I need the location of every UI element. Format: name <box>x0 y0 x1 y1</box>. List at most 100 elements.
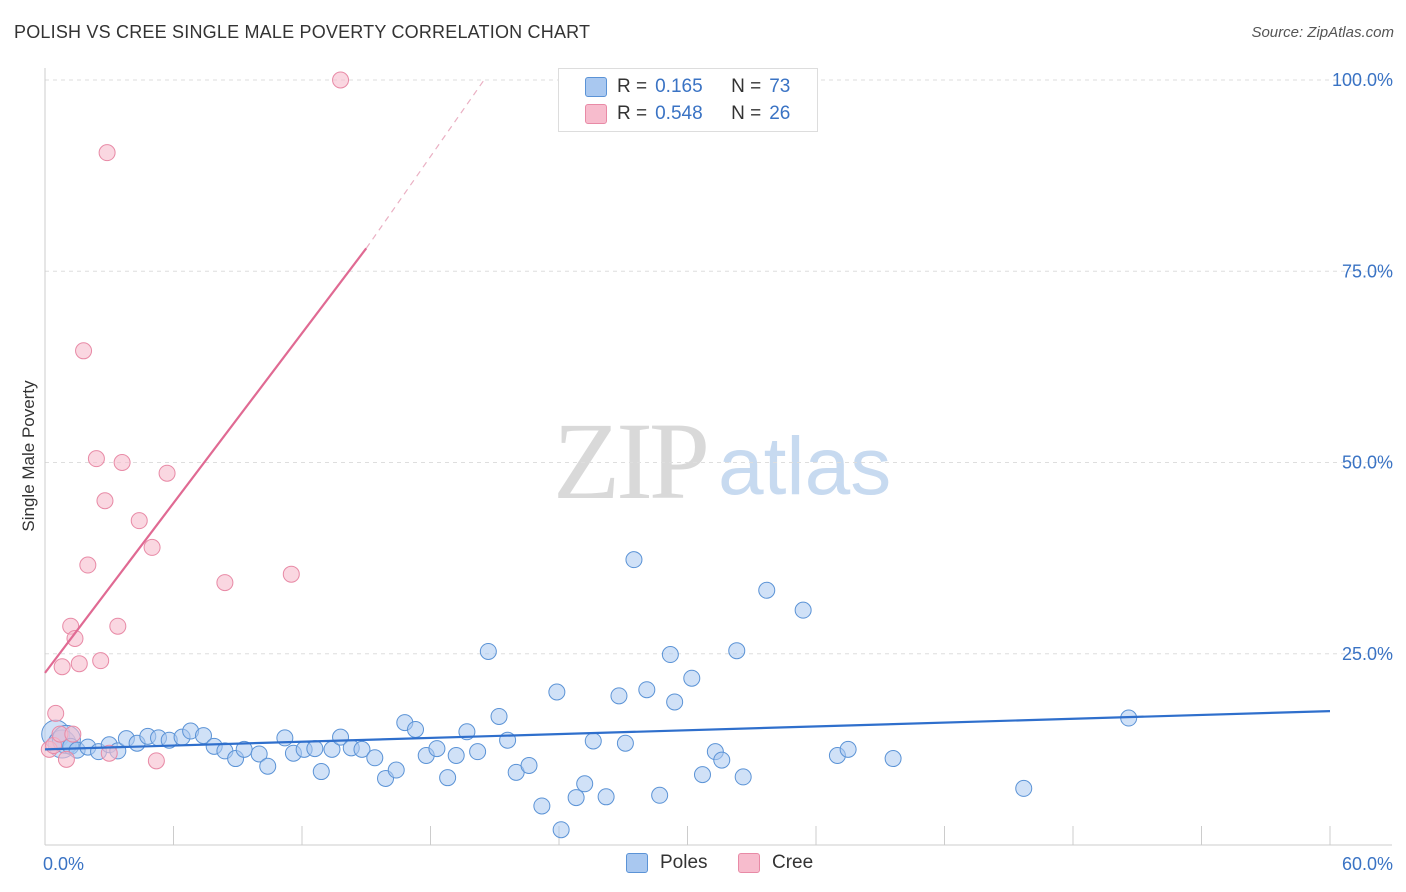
cree-point <box>130 512 148 530</box>
y-tick-label: 25.0% <box>1342 644 1393 664</box>
legend-swatch-poles <box>626 853 648 873</box>
poles-point <box>490 707 508 725</box>
poles-point <box>479 642 497 660</box>
legend-n-label: N = <box>731 76 762 97</box>
legend-r-label: R = <box>617 76 648 97</box>
legend-item-poles[interactable]: Poles <box>626 852 708 874</box>
watermark-zip: ZIP <box>553 400 710 522</box>
poles-point <box>625 551 643 569</box>
cree-point <box>332 71 350 89</box>
poles-point <box>306 740 324 758</box>
poles-point <box>683 669 701 687</box>
poles-point <box>567 789 585 807</box>
poles-point <box>839 740 857 758</box>
poles-point <box>387 761 405 779</box>
poles-point <box>728 642 746 660</box>
poles-point <box>250 745 268 763</box>
legend-swatch-cree <box>738 853 760 873</box>
x-tick-label: 0.0% <box>43 854 84 874</box>
poles-points <box>41 551 1138 839</box>
cree-point <box>113 454 131 471</box>
legend-label-cree: Cree <box>772 852 814 873</box>
legend-n-label: N = <box>731 103 762 124</box>
cree-point <box>75 342 93 360</box>
cree-point <box>64 725 82 743</box>
legend-r-value: 0.548 <box>655 103 703 124</box>
poles-point <box>552 821 570 839</box>
poles-point <box>439 769 457 787</box>
poles-point <box>548 683 566 701</box>
cree-point <box>158 464 176 482</box>
cree-trend-line <box>44 247 368 674</box>
legend-r-value: 0.165 <box>655 76 703 97</box>
tick-labels: 25.0% 50.0% 75.0% 100.0% 0.0% 60.0% <box>43 70 1393 874</box>
poles-point <box>610 687 628 705</box>
poles-point <box>616 734 634 752</box>
poles-point <box>758 581 776 599</box>
poles-point <box>1015 779 1033 797</box>
legend-item-cree[interactable]: Cree <box>738 852 813 874</box>
cree-point <box>70 655 88 673</box>
poles-point <box>576 775 594 793</box>
poles-point <box>353 740 371 758</box>
cree-point <box>57 750 75 768</box>
legend-n-value: 26 <box>769 103 791 124</box>
cree-point <box>282 565 300 583</box>
cree-point <box>100 744 118 762</box>
cree-point <box>87 450 105 468</box>
poles-point <box>428 740 446 758</box>
poles-trend-line <box>44 710 1331 751</box>
poles-point <box>533 797 551 815</box>
poles-point <box>312 763 330 781</box>
cree-trend-extension <box>365 79 485 249</box>
poles-point <box>794 601 812 619</box>
series-legend: Poles Cree <box>0 852 1406 878</box>
cree-point <box>147 752 165 770</box>
x-tick-label: 60.0% <box>1342 854 1393 874</box>
legend-swatch-cree <box>585 104 607 124</box>
chart-title: POLISH VS CREE SINGLE MALE POVERTY CORRE… <box>14 22 591 42</box>
cree-points <box>40 71 350 770</box>
poles-point <box>407 720 425 738</box>
poles-point <box>651 786 669 804</box>
cree-point <box>98 144 116 162</box>
legend-row-poles: R = 0.165 N = 73 <box>585 75 790 99</box>
poles-point <box>520 756 538 774</box>
poles-point <box>713 751 731 769</box>
cree-point <box>216 574 234 592</box>
cree-point <box>143 538 161 556</box>
y-tick-label: 75.0% <box>1342 261 1393 281</box>
poles-point <box>884 750 902 768</box>
cree-point <box>96 492 114 510</box>
cree-point <box>92 652 110 670</box>
cree-point <box>66 629 84 647</box>
poles-point <box>366 749 384 767</box>
y-tick-label: 50.0% <box>1342 453 1393 473</box>
cree-point <box>79 556 97 574</box>
y-axis-label: Single Male Poverty <box>19 380 38 532</box>
legend-swatch-poles <box>585 77 607 97</box>
legend-r-label: R = <box>617 103 648 124</box>
poles-point <box>259 757 277 775</box>
y-tick-label: 100.0% <box>1332 70 1393 90</box>
poles-point <box>666 693 684 711</box>
cree-point <box>53 658 71 676</box>
legend-n-value: 73 <box>769 76 791 97</box>
poles-point <box>693 766 711 784</box>
source-label: Source: ZipAtlas.com <box>1251 24 1394 41</box>
poles-point <box>734 768 752 786</box>
cree-point <box>109 617 127 635</box>
poles-point <box>597 788 615 806</box>
legend-row-cree: R = 0.548 N = 26 <box>585 102 790 126</box>
trend-lines <box>44 79 1331 751</box>
legend-label-poles: Poles <box>660 852 708 873</box>
poles-point <box>661 646 679 664</box>
cree-point <box>47 704 65 722</box>
poles-point <box>584 732 602 750</box>
poles-point <box>447 746 465 764</box>
watermark-atlas: atlas <box>718 421 892 512</box>
poles-point <box>469 743 487 761</box>
correlation-legend: R = 0.165 N = 73 R = 0.548 N = 26 <box>558 68 818 132</box>
poles-point <box>638 681 656 699</box>
